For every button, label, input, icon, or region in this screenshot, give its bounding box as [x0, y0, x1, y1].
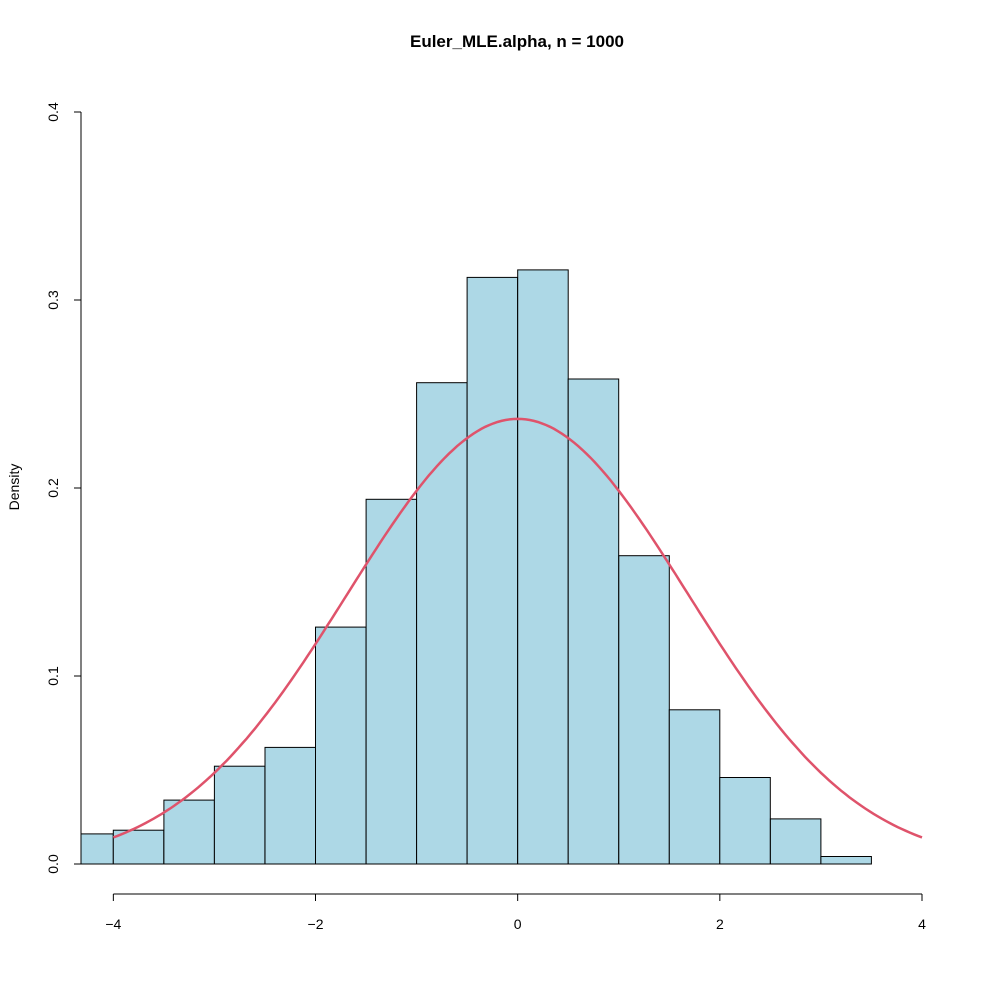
histogram-bar — [719, 777, 771, 865]
y-tick-label: 0.0 — [45, 854, 61, 874]
histogram-bar — [668, 709, 721, 865]
y-tick-label: 0.3 — [45, 290, 61, 310]
histogram-bar — [820, 856, 872, 865]
density-curve-group — [112, 417, 923, 839]
x-tick-label: 4 — [918, 916, 926, 932]
histogram-bar — [365, 498, 418, 865]
y-axis-label: Density — [6, 464, 22, 511]
x-tick-label: 2 — [716, 916, 724, 932]
histogram-bar — [769, 818, 822, 865]
histogram-bar — [213, 765, 266, 865]
histogram-bar — [466, 276, 519, 865]
histogram-bar — [163, 799, 215, 865]
histogram-bars — [80, 269, 872, 865]
x-tick-label: −4 — [105, 916, 121, 932]
histogram-bar — [80, 833, 114, 865]
histogram-bar — [567, 378, 620, 865]
chart-title: Euler_MLE.alpha, n = 1000 — [410, 32, 624, 51]
x-axis: −4 −2 0 2 4 — [105, 893, 926, 932]
y-tick-label: 0.4 — [45, 102, 61, 122]
histogram-bar — [416, 382, 468, 865]
y-tick-label: 0.2 — [45, 478, 61, 498]
y-tick-label: 0.1 — [45, 666, 61, 686]
histogram-bar — [264, 746, 316, 865]
y-axis: 0.0 0.1 0.2 0.3 0.4 — [45, 102, 82, 874]
histogram-bar — [517, 269, 569, 865]
histogram-bar — [618, 555, 670, 865]
histogram-bar — [315, 626, 367, 865]
normal-density-curve — [112, 417, 923, 839]
x-tick-label: −2 — [308, 916, 324, 932]
histogram-bar — [112, 829, 165, 865]
x-tick-label: 0 — [514, 916, 522, 932]
